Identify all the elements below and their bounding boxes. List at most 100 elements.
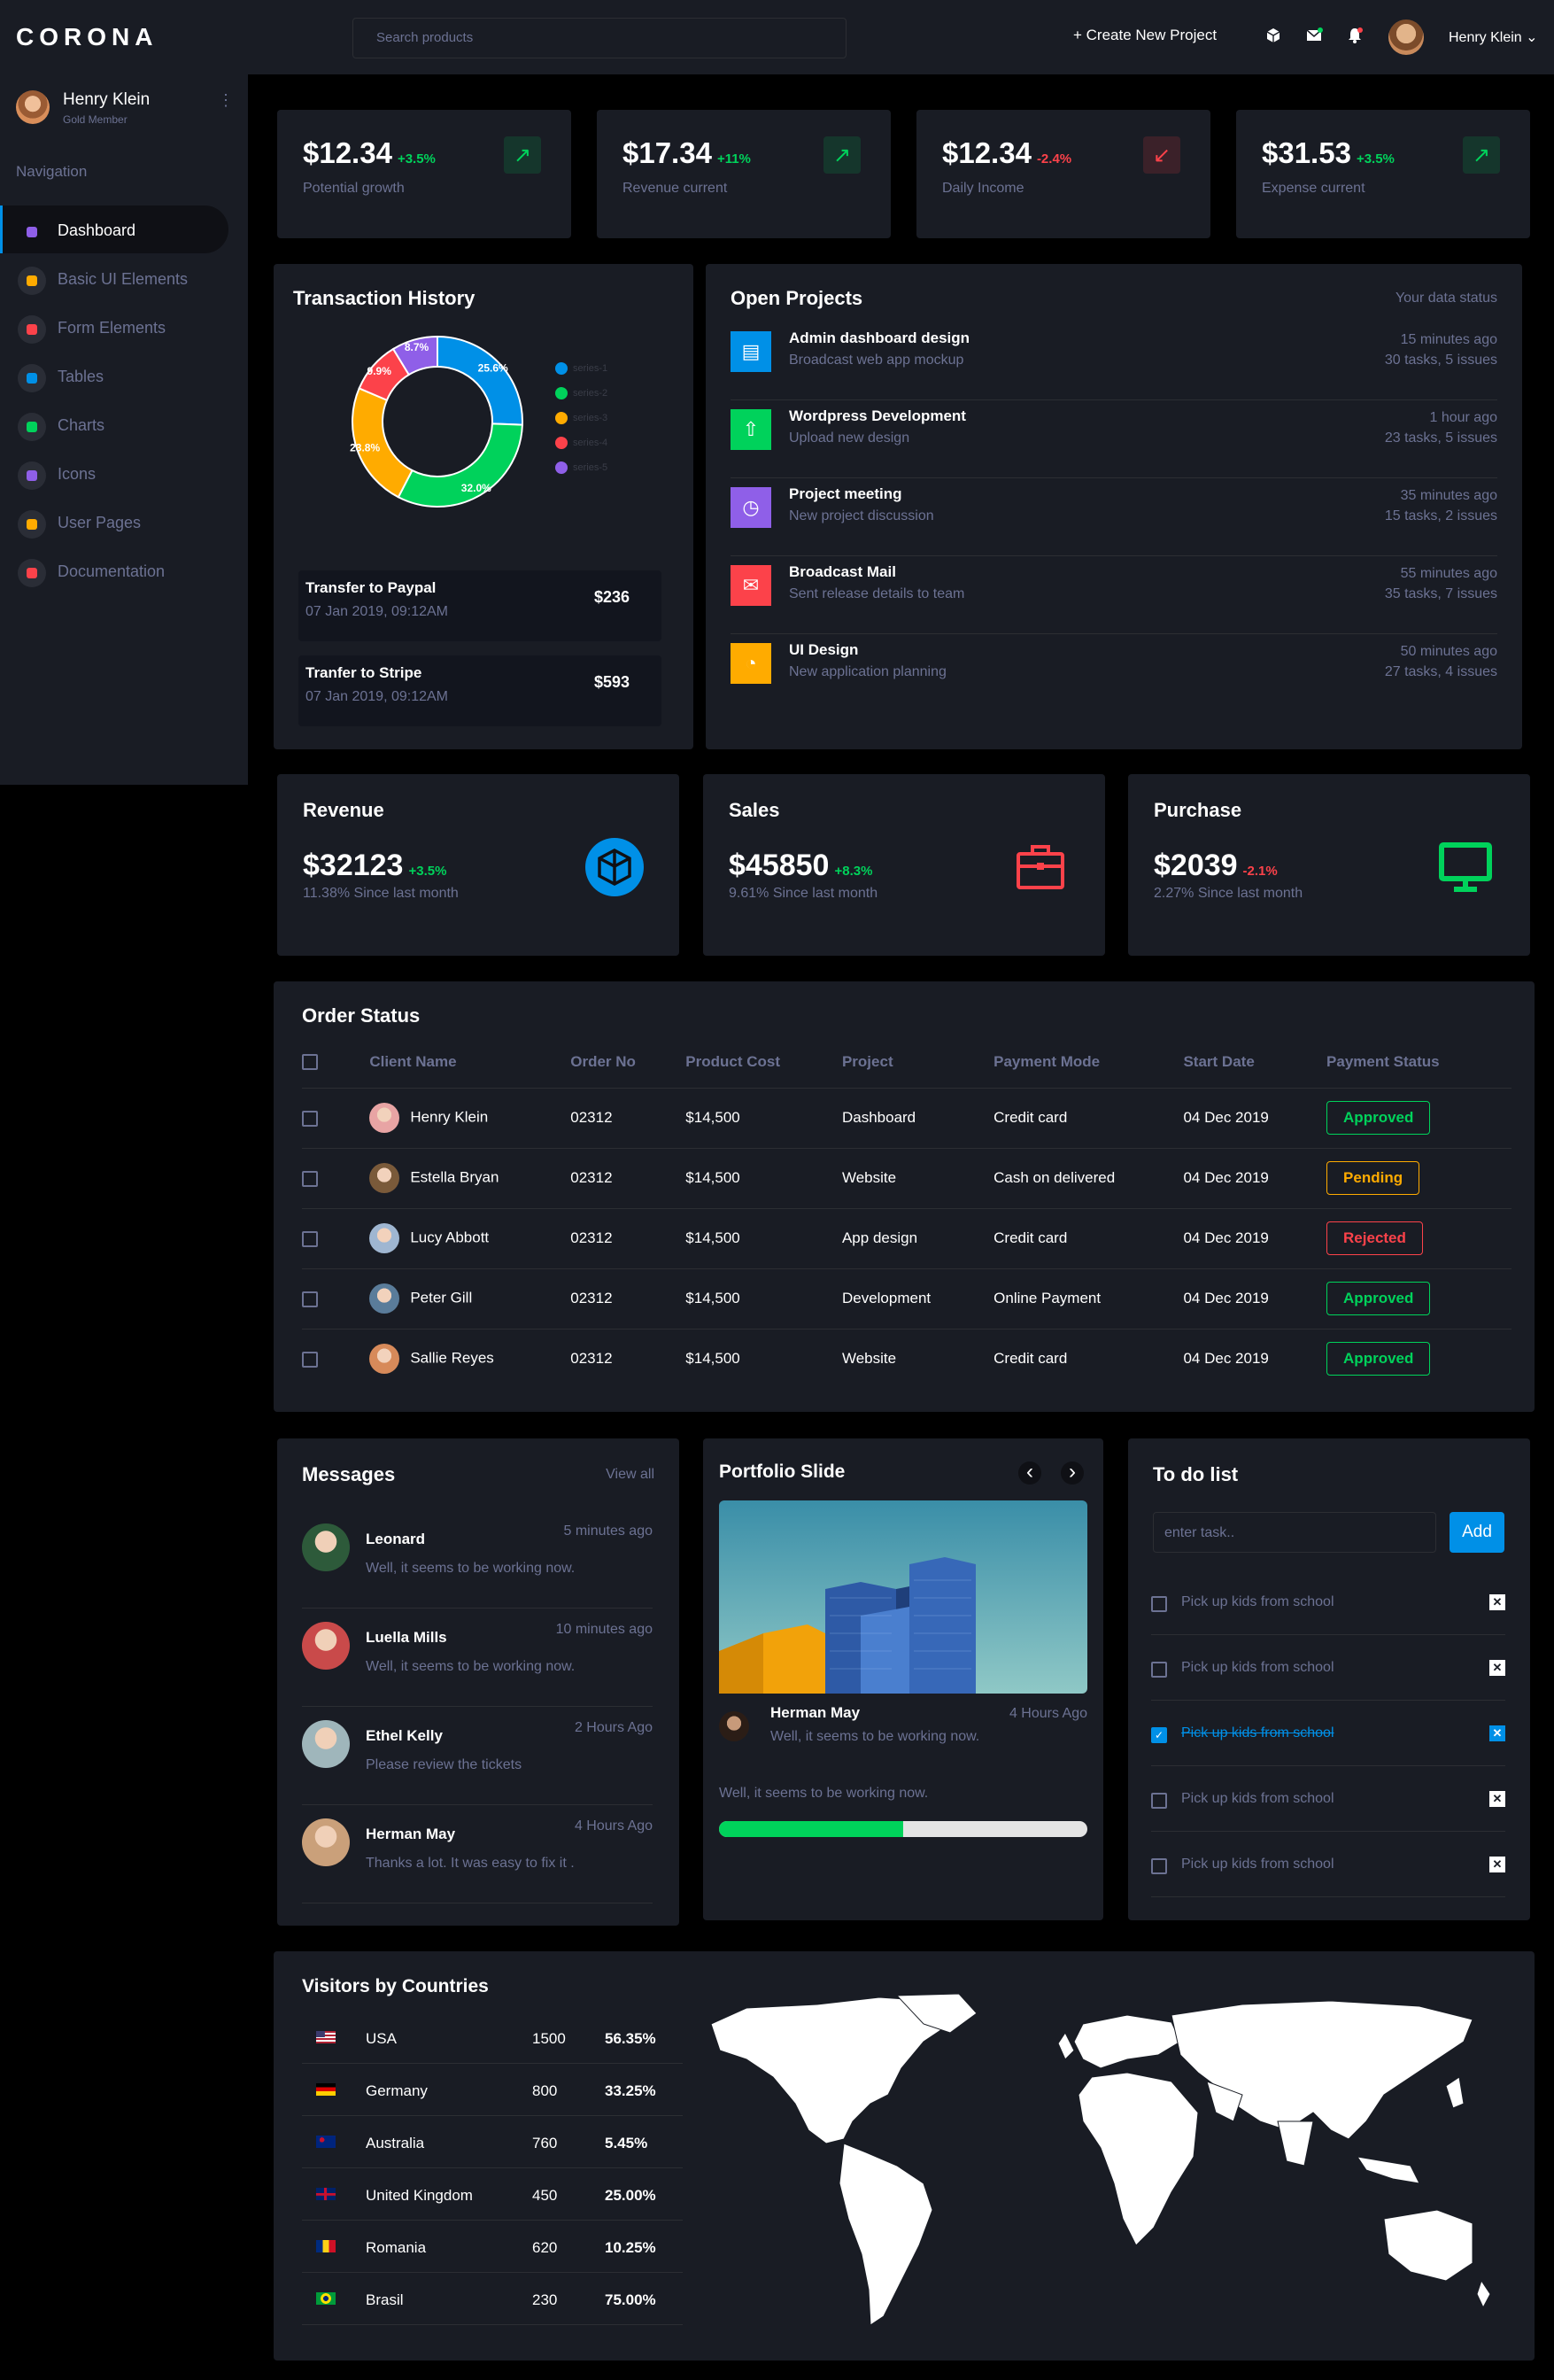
view-all-link[interactable]: View all: [606, 1467, 654, 1482]
column-header[interactable]: Order No: [570, 1052, 636, 1070]
profile-avatar[interactable]: [1388, 19, 1424, 55]
sidebar-item-form-elements[interactable]: Form Elements: [0, 303, 230, 351]
summary-subtext: 11.38% Since last month: [303, 886, 459, 901]
chart-pie-icon: ◔: [731, 643, 771, 684]
sidebar-item-tables[interactable]: Tables: [0, 352, 230, 399]
remove-task-icon[interactable]: ✕: [1489, 1791, 1505, 1807]
visitor-row: United Kingdom 450 25.00%: [302, 2168, 683, 2221]
column-header[interactable]: Start Date: [1183, 1052, 1255, 1070]
message-item[interactable]: Herman May Thanks a lot. It was easy to f…: [302, 1806, 653, 1903]
visitor-country: Romania: [366, 2239, 427, 2256]
column-header[interactable]: Client Name: [369, 1052, 457, 1070]
table-row: Henry Klein 02312 $14,500 Dashboard Credit c…: [302, 1087, 1511, 1148]
row-checkbox[interactable]: [302, 1351, 318, 1368]
remove-task-icon[interactable]: ✕: [1489, 1725, 1505, 1741]
project-item[interactable]: ◷ Project meeting New project discussion 35…: [731, 478, 1497, 556]
card-title: Portfolio Slide: [719, 1461, 846, 1482]
sidebar-item-label: Dashboard: [58, 221, 136, 239]
project-subtitle: Broadcast web app mockup: [789, 353, 964, 368]
project-time: 55 minutes ago: [1400, 566, 1497, 581]
table-row: Estella Bryan 02312 $14,500 Website Cash on …: [302, 1147, 1511, 1208]
table-row: Peter Gill 02312 $14,500 Development Online …: [302, 1268, 1511, 1329]
search-input[interactable]: Search products: [352, 18, 847, 58]
sidebar-item-label: Form Elements: [58, 319, 166, 337]
sidebar-item-label: Basic UI Elements: [58, 270, 189, 288]
remove-task-icon[interactable]: ✕: [1489, 1594, 1505, 1610]
visitor-count: 1500: [532, 2030, 566, 2047]
project-tasks: 27 tasks, 4 issues: [1384, 664, 1497, 679]
row-checkbox[interactable]: [302, 1230, 318, 1247]
project-title: UI Design: [789, 641, 859, 658]
messages-card: Messages View all Leonard Well, it seems …: [277, 1438, 679, 1926]
next-slide-button[interactable]: ›: [1061, 1461, 1084, 1485]
cell-cost: $14,500: [685, 1328, 842, 1389]
monitor-icon: [1434, 836, 1496, 903]
author-text: Well, it seems to be working now.: [770, 1729, 980, 1744]
message-avatar: [302, 1622, 350, 1670]
sidebar-item-dashboard[interactable]: Dashboard: [0, 205, 230, 253]
cell-order: 02312: [570, 1087, 686, 1148]
create-project-button[interactable]: + Create New Project: [1073, 27, 1218, 43]
cell-mode: Cash on delivered: [993, 1147, 1184, 1208]
todo-checkbox[interactable]: [1151, 1596, 1167, 1612]
transaction-name: Tranfer to Stripe: [305, 664, 422, 681]
stat-change: +11%: [716, 151, 751, 167]
cell-project: Development: [841, 1268, 994, 1329]
remove-task-icon[interactable]: ✕: [1489, 1857, 1505, 1872]
sidebar-item-charts[interactable]: Charts: [0, 400, 230, 448]
todo-text: Pick up kids from school: [1181, 1857, 1334, 1872]
todo-item: Pick up kids from school ✕: [1151, 1832, 1505, 1897]
cell-cost: $14,500: [685, 1207, 842, 1268]
sidebar-item-user-pages[interactable]: User Pages: [0, 498, 230, 546]
project-item[interactable]: ✉ Broadcast Mail Sent release details to t…: [731, 556, 1497, 634]
row-checkbox[interactable]: [302, 1110, 318, 1127]
todo-checkbox[interactable]: [1151, 1858, 1167, 1874]
profile-menu[interactable]: Henry Klein ⌄: [1449, 30, 1538, 45]
todo-item: Pick up kids from school ✕: [1151, 1635, 1505, 1701]
row-checkbox[interactable]: [302, 1170, 318, 1187]
column-header[interactable]: Payment Mode: [993, 1052, 1101, 1070]
speedometer-icon: [18, 218, 46, 246]
column-header[interactable]: Product Cost: [685, 1052, 781, 1070]
sidebar-item-documentation[interactable]: Documentation: [0, 547, 230, 594]
todo-checkbox[interactable]: [1151, 1662, 1167, 1678]
client-name: Henry Klein: [410, 1108, 489, 1126]
sidebar-item-basic-ui-elements[interactable]: Basic UI Elements: [0, 254, 230, 302]
cell-date: 04 Dec 2019: [1183, 1147, 1327, 1208]
message-avatar: [302, 1720, 350, 1768]
grid-icon[interactable]: [1264, 27, 1282, 44]
arrow-top-right-icon: ↗: [504, 136, 541, 174]
project-title: Broadcast Mail: [789, 563, 896, 580]
row-checkbox[interactable]: [302, 1291, 318, 1307]
select-all-checkbox[interactable]: [302, 1054, 318, 1071]
todo-checkbox[interactable]: [1151, 1793, 1167, 1809]
message-sender: Herman May: [366, 1826, 456, 1842]
remove-task-icon[interactable]: ✕: [1489, 1660, 1505, 1676]
prev-slide-button[interactable]: ‹: [1018, 1461, 1041, 1485]
stat-card: $12.34 -2.4% Daily Income ↙: [916, 110, 1210, 238]
more-options-icon[interactable]: ⋮: [218, 91, 234, 109]
project-title: Wordpress Development: [789, 407, 966, 424]
cell-order: 02312: [570, 1147, 686, 1208]
project-tasks: 35 tasks, 7 issues: [1384, 586, 1497, 601]
project-item[interactable]: ⇧ Wordpress Development Upload new design 1…: [731, 400, 1497, 478]
us-flag-icon: [316, 2031, 336, 2043]
cell-order: 02312: [570, 1328, 686, 1389]
column-header[interactable]: Project: [841, 1052, 893, 1070]
todo-checkbox[interactable]: ✓: [1151, 1727, 1167, 1743]
client-name: Sallie Reyes: [410, 1349, 494, 1367]
project-item[interactable]: ◔ UI Design New application planning 50 min…: [731, 634, 1497, 712]
sidebar-item-icons[interactable]: Icons: [0, 449, 230, 497]
email-icon[interactable]: [1305, 27, 1323, 44]
visitor-count: 450: [532, 2187, 558, 2204]
bell-icon[interactable]: [1346, 27, 1364, 44]
task-input[interactable]: enter task..: [1153, 1512, 1436, 1553]
message-item[interactable]: Luella Mills Well, it seems to be working…: [302, 1609, 653, 1707]
add-task-button[interactable]: Add: [1450, 1512, 1504, 1553]
message-item[interactable]: Ethel Kelly Please review the tickets 2 Ho…: [302, 1708, 653, 1805]
brand-logo[interactable]: CORONA: [16, 23, 158, 50]
column-header[interactable]: Payment Status: [1326, 1052, 1440, 1070]
project-item[interactable]: ▤ Admin dashboard design Broadcast web app…: [731, 322, 1497, 400]
file-icon: [18, 559, 46, 587]
message-item[interactable]: Leonard Well, it seems to be working now.…: [302, 1511, 653, 1609]
